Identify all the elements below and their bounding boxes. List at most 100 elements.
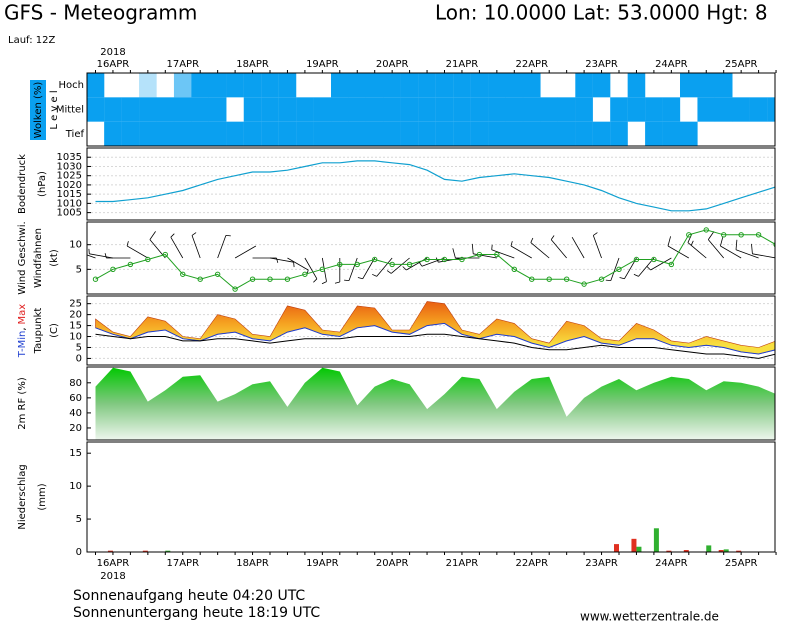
precip-bar xyxy=(142,550,148,552)
cloud-cell xyxy=(645,73,663,97)
y-tick-label: 10 xyxy=(69,481,82,492)
wind-speed-point xyxy=(197,276,203,282)
axis-label: (hPa) xyxy=(37,171,48,197)
precip-bar xyxy=(736,550,742,552)
wind-speed-point xyxy=(284,276,291,282)
cloud-cell xyxy=(87,122,105,146)
cloud-cell xyxy=(610,97,628,122)
cloud-cell xyxy=(208,121,227,146)
wind-speed-point xyxy=(249,276,256,282)
wind-barb xyxy=(104,253,131,259)
wind-barb xyxy=(720,236,742,259)
panel-frame xyxy=(86,441,776,553)
cloud-cell xyxy=(365,121,384,146)
axis-label: Windfahnen xyxy=(33,228,44,288)
cloud-cell xyxy=(87,97,105,122)
wind-barb xyxy=(571,237,585,259)
wind-speed-point xyxy=(563,276,570,282)
wind-barb xyxy=(87,254,96,259)
legend-sep: , xyxy=(17,327,28,330)
wind-speed-point xyxy=(180,271,186,277)
cloud-cell xyxy=(173,121,192,146)
cloud-cell xyxy=(680,97,698,121)
cloud-cell xyxy=(348,97,367,122)
wind-speed-point xyxy=(302,271,308,277)
x-tick-label: 18APR xyxy=(236,558,269,569)
cloud-cell xyxy=(400,121,419,146)
cloud-cell xyxy=(522,121,541,146)
y-tick-label: 5 xyxy=(76,342,82,353)
x-tick-label: 24APR xyxy=(655,558,688,569)
y-tick-label: 20 xyxy=(69,423,82,434)
axis-label: T-Min, Max xyxy=(17,304,28,358)
precip-bar xyxy=(653,528,659,552)
cloud-cell xyxy=(714,73,733,98)
cloud-cell xyxy=(365,97,384,122)
wind-barb xyxy=(646,257,672,271)
cloud-cell xyxy=(139,121,157,146)
y-tick-label: 1010 xyxy=(57,198,82,209)
wind-speed-point xyxy=(319,266,326,273)
run: Lauf: 12Z xyxy=(8,35,55,46)
cloud-cell xyxy=(662,97,681,122)
cloud-cell xyxy=(470,73,489,98)
wind-speed-point xyxy=(441,256,448,263)
wind-speed-point xyxy=(668,261,675,268)
cloud-cell xyxy=(296,73,314,97)
y-tick-label: 1015 xyxy=(57,189,82,200)
wind-barb xyxy=(372,257,393,277)
cloud-cell xyxy=(313,97,332,122)
wind-speed-point xyxy=(773,242,775,248)
cloud-cell xyxy=(383,73,401,98)
cloud-cell xyxy=(453,97,471,122)
humidity-area xyxy=(95,367,775,440)
cloud-cell xyxy=(261,97,279,122)
wind-barb xyxy=(126,241,149,259)
cloud-cell xyxy=(313,121,332,146)
wind-speed-point xyxy=(459,256,465,263)
cloud-cell xyxy=(575,97,593,122)
wind-barb xyxy=(707,231,725,259)
y-tick-label: 1020 xyxy=(57,180,82,191)
wind-barb xyxy=(191,232,201,259)
cloud-cell xyxy=(645,121,663,146)
cloud-cell xyxy=(139,97,157,122)
wind-speed-point xyxy=(755,232,762,238)
cloud-cell xyxy=(435,97,454,122)
cloud-cell xyxy=(383,121,401,146)
tmin-line xyxy=(95,322,775,355)
y-tick-label: 20 xyxy=(69,310,82,321)
wind-speed-point xyxy=(110,266,116,273)
x-tick-label: 18APR xyxy=(236,59,269,70)
panel-frame xyxy=(86,72,776,147)
wind-barb xyxy=(619,257,637,280)
cloud-cell xyxy=(278,73,297,98)
x-tick-label: 19APR xyxy=(306,558,339,569)
cloud-cell xyxy=(348,121,367,146)
precip-bar xyxy=(107,550,113,552)
wind-barb xyxy=(170,233,184,259)
x-tick-label: 20APR xyxy=(376,558,409,569)
cloud-cell xyxy=(87,73,105,98)
cloud-cell xyxy=(243,121,262,146)
x-tick-label: 23APR xyxy=(585,558,618,569)
wind-speed-point xyxy=(127,261,134,268)
cloud-cell xyxy=(628,122,646,146)
cloud-cell xyxy=(627,73,646,98)
cloud-cell xyxy=(261,73,279,98)
cloud-cell xyxy=(435,121,454,146)
precip-bar xyxy=(614,544,619,552)
cloud-cell xyxy=(331,97,349,122)
cloud-cell xyxy=(575,73,593,98)
cloud-cell xyxy=(505,97,524,122)
cloud-cell xyxy=(593,97,611,121)
cloud-cell xyxy=(767,97,775,122)
cloud-cell xyxy=(505,73,524,98)
x-tick-label: 22APR xyxy=(515,558,548,569)
wind-speed-point xyxy=(581,281,587,287)
wind-speed-point xyxy=(406,261,413,268)
x-tick-label: 21APR xyxy=(446,59,479,70)
y-tick-label: 1030 xyxy=(57,161,82,172)
cloud-cell xyxy=(575,121,593,146)
